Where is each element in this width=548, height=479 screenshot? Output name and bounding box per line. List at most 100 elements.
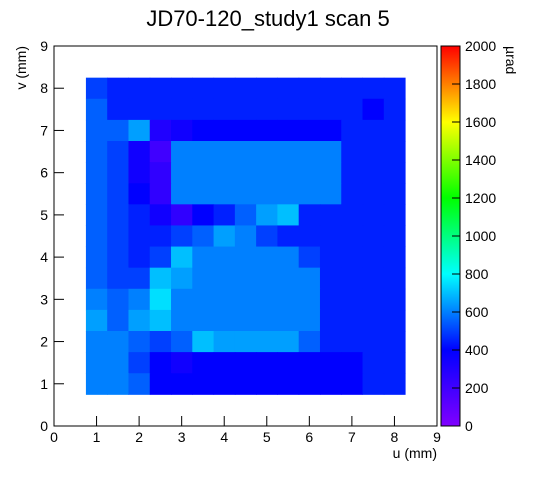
heatmap-cell bbox=[85, 331, 108, 353]
y-tick-label: 5 bbox=[40, 207, 48, 223]
x-tick-label: 2 bbox=[135, 429, 143, 445]
heatmap-cell bbox=[171, 204, 193, 226]
heatmap-cell bbox=[341, 288, 364, 311]
heatmap-cell bbox=[213, 141, 236, 163]
heatmap-cell bbox=[319, 246, 342, 269]
heatmap-cell bbox=[128, 183, 151, 205]
heatmap-cell bbox=[192, 246, 215, 269]
heatmap-cell bbox=[213, 204, 236, 226]
heatmap-cell bbox=[234, 331, 257, 353]
heatmap-cell bbox=[234, 119, 257, 142]
heatmap-cell bbox=[383, 204, 406, 226]
heatmap-cell bbox=[383, 246, 406, 269]
heatmap-cell bbox=[149, 373, 172, 395]
heatmap-cell bbox=[149, 162, 172, 184]
heatmap-cell bbox=[362, 288, 385, 311]
heatmap-cell bbox=[256, 204, 278, 226]
heatmap-cell bbox=[341, 225, 364, 248]
heatmap-cell bbox=[213, 183, 236, 205]
heatmap-cell bbox=[234, 98, 257, 121]
x-tick-label: 1 bbox=[93, 429, 101, 445]
heatmap-cell bbox=[128, 98, 151, 121]
colorbar-tick-label: 1000 bbox=[465, 228, 496, 244]
x-tick-label: 4 bbox=[220, 429, 228, 445]
heatmap-cell bbox=[362, 331, 385, 353]
heatmap-cell bbox=[319, 162, 342, 184]
heatmap-cell bbox=[319, 183, 342, 205]
heatmap-cell bbox=[107, 204, 129, 226]
y-tick-label: 0 bbox=[40, 418, 48, 434]
heatmap-cell bbox=[171, 288, 193, 311]
heatmap-cell bbox=[192, 98, 215, 121]
colorbar-tick-label: 800 bbox=[465, 266, 489, 282]
colorbar-tick-label: 0 bbox=[465, 418, 473, 434]
heatmap-cell bbox=[107, 141, 129, 163]
heatmap-cell bbox=[107, 98, 129, 121]
heatmap-cell bbox=[128, 246, 151, 269]
heatmap-cell bbox=[171, 267, 193, 290]
x-tick-label: 8 bbox=[391, 429, 399, 445]
heatmap-cell bbox=[383, 77, 406, 100]
heatmap-cell bbox=[213, 77, 236, 100]
heatmap-cell bbox=[128, 225, 151, 248]
heatmap-cell bbox=[171, 352, 193, 374]
heatmap-cell bbox=[383, 162, 406, 184]
heatmap-cell bbox=[128, 288, 151, 311]
heatmap-cell bbox=[213, 288, 236, 311]
heatmap-cell bbox=[362, 352, 385, 374]
heatmap-cell bbox=[213, 246, 236, 269]
heatmap-cell bbox=[107, 288, 129, 311]
heatmap-cell bbox=[298, 77, 321, 100]
colorbar-tick-label: 400 bbox=[465, 342, 489, 358]
x-axis-label: u (mm) bbox=[393, 445, 437, 461]
heatmap-cell bbox=[192, 352, 215, 374]
heatmap-cell bbox=[234, 162, 257, 184]
y-tick-label: 4 bbox=[40, 249, 48, 265]
heatmap-cell bbox=[171, 162, 193, 184]
heatmap-cell bbox=[319, 119, 342, 142]
heatmap-cell bbox=[234, 246, 257, 269]
colorbar-label: µrad bbox=[503, 46, 519, 74]
heatmap-cell bbox=[128, 204, 151, 226]
heatmap-cell bbox=[213, 98, 236, 121]
heatmap-cell bbox=[298, 141, 321, 163]
heatmap-cell bbox=[298, 98, 321, 121]
heatmap-cell bbox=[298, 331, 321, 353]
heatmap-cell bbox=[256, 309, 278, 332]
heatmap-cell bbox=[319, 98, 342, 121]
heatmap-cell bbox=[107, 267, 129, 290]
heatmap-cell bbox=[383, 141, 406, 163]
heatmap-cell bbox=[298, 204, 321, 226]
heatmap-cell bbox=[85, 225, 108, 248]
heatmap-cell bbox=[171, 183, 193, 205]
heatmap-cell bbox=[171, 98, 193, 121]
heatmap-cell bbox=[319, 204, 342, 226]
heatmap-cell bbox=[383, 352, 406, 374]
y-tick-label: 8 bbox=[40, 80, 48, 96]
heatmap-cell bbox=[298, 352, 321, 374]
heatmap-cell bbox=[234, 141, 257, 163]
heatmap-cell bbox=[319, 267, 342, 290]
heatmap-cell bbox=[149, 204, 172, 226]
heatmap-cell bbox=[171, 119, 193, 142]
heatmap-cell bbox=[319, 373, 342, 395]
colorbar-tick-label: 1600 bbox=[465, 114, 496, 130]
heatmap-cell bbox=[107, 225, 129, 248]
heatmap-cell bbox=[234, 204, 257, 226]
heatmap-cell bbox=[128, 267, 151, 290]
x-tick-label: 7 bbox=[348, 429, 356, 445]
heatmap-cell bbox=[213, 162, 236, 184]
heatmap-cell bbox=[383, 309, 406, 332]
y-axis-label: v (mm) bbox=[13, 46, 29, 90]
x-tick-label: 6 bbox=[305, 429, 313, 445]
heatmap-cell bbox=[85, 141, 108, 163]
heatmap-cell bbox=[107, 331, 129, 353]
heatmap-cell bbox=[319, 288, 342, 311]
heatmap-cell bbox=[383, 267, 406, 290]
heatmap-cell bbox=[128, 331, 151, 353]
heatmap-cell bbox=[128, 373, 151, 395]
heatmap-cell bbox=[192, 141, 215, 163]
heatmap-cell bbox=[171, 141, 193, 163]
heatmap-cell bbox=[298, 267, 321, 290]
